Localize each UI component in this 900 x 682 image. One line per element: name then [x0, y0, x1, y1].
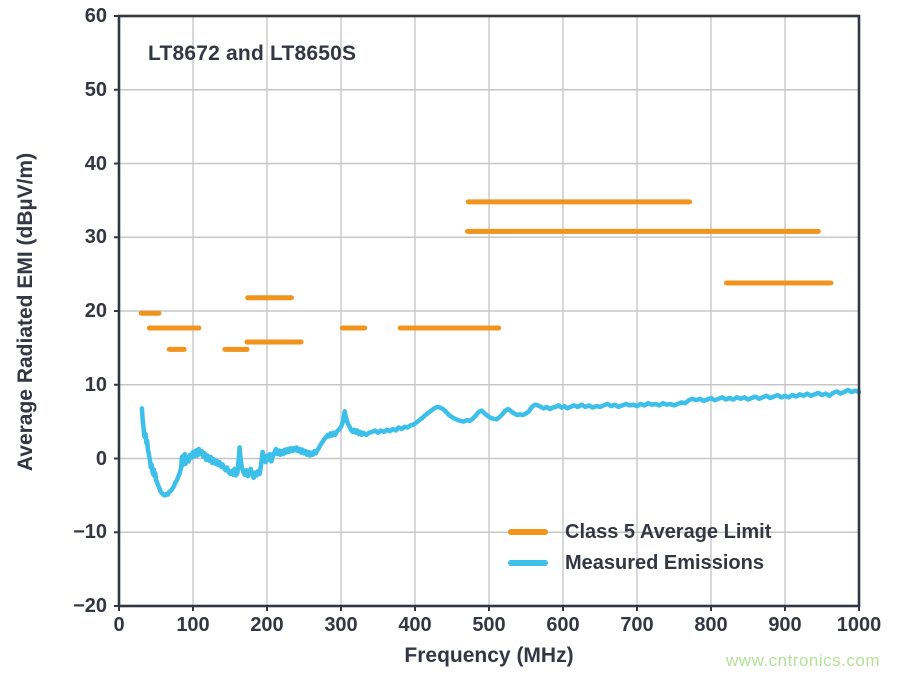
chart-title: LT8672 and LT8650S — [148, 42, 357, 65]
y-tick-label: 60 — [84, 5, 107, 27]
y-tick-label: 10 — [84, 373, 107, 396]
legend-label-class5-limit: Class 5 Average Limit — [565, 520, 772, 543]
class5-limit-series — [138, 199, 834, 352]
x-tick-label: 300 — [324, 614, 358, 636]
watermark: www.cntronics.com — [726, 651, 880, 670]
class5-limit-swatch-icon — [508, 529, 548, 535]
x-tick-label: 800 — [694, 614, 728, 636]
x-tick-label: 700 — [620, 614, 654, 636]
x-tick-label: 200 — [250, 614, 284, 636]
x-tick-label: 1000 — [836, 614, 882, 636]
x-tick-label: 900 — [768, 614, 802, 636]
x-axis-title: Frequency (MHz) — [404, 644, 574, 667]
x-tick-label: 500 — [472, 614, 506, 636]
legend-label-measured-emissions: Measured Emissions — [565, 551, 764, 574]
measured-emissions-swatch-icon — [508, 560, 548, 566]
y-tick-label: 0 — [95, 447, 107, 470]
legend-row-measured-emissions: Measured Emissions — [508, 550, 771, 576]
x-tick-label: 0 — [113, 614, 125, 636]
y-tick-label: −20 — [73, 595, 107, 617]
y-tick-label: −10 — [73, 521, 107, 544]
legend-row-class5-limit: Class 5 Average Limit — [508, 519, 771, 545]
plot-frame — [117, 14, 861, 608]
y-tick-label: 30 — [84, 226, 107, 249]
legend: Class 5 Average Limit Measured Emissions — [508, 519, 771, 576]
y-tick-label: 40 — [84, 152, 107, 175]
y-tick-label: 50 — [84, 78, 107, 101]
x-tick-label: 600 — [546, 614, 580, 636]
x-tick-label: 100 — [176, 614, 210, 636]
y-tick-label: 20 — [84, 300, 107, 322]
measured-emissions-trace — [139, 387, 862, 498]
x-tick-label: 400 — [398, 614, 432, 636]
